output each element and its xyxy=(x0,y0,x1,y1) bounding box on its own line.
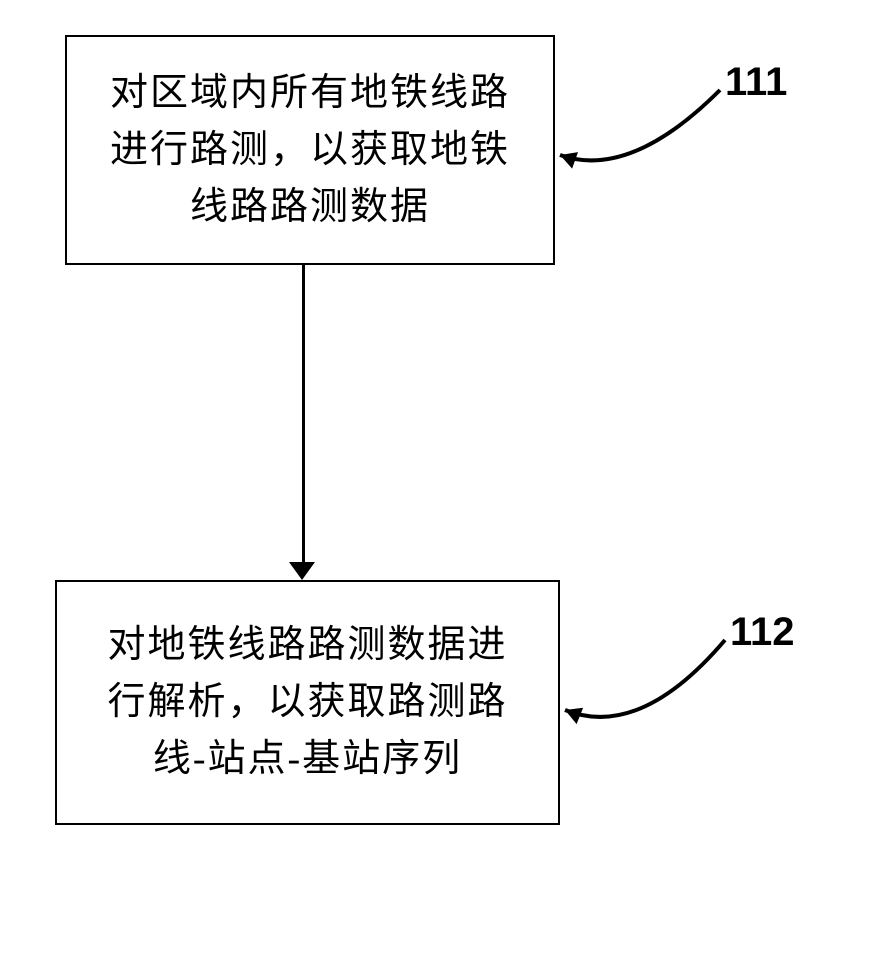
connector-line xyxy=(302,265,305,562)
pointer-arrow-112 xyxy=(545,620,745,760)
pointer-arrow-111 xyxy=(540,70,740,200)
flow-box-2: 对地铁线路路测数据进 行解析，以获取路测路 线-站点-基站序列 xyxy=(55,580,560,825)
connector-arrowhead xyxy=(289,562,315,580)
flow-box-1-text: 对区域内所有地铁线路 进行路测，以获取地铁 线路路测数据 xyxy=(110,65,510,236)
flow-box-2-text: 对地铁线路路测数据进 行解析，以获取路测路 线-站点-基站序列 xyxy=(107,617,507,788)
flow-box-1: 对区域内所有地铁线路 进行路测，以获取地铁 线路路测数据 xyxy=(65,35,555,265)
